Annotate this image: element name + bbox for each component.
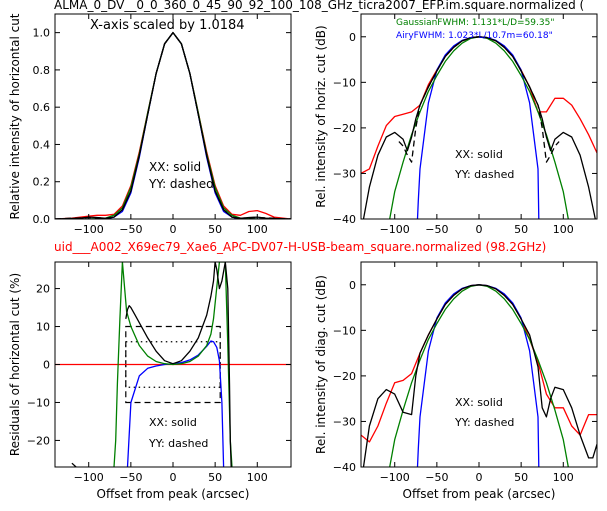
x-tick-label: 100 <box>247 223 268 236</box>
x-tick-label: 50 <box>208 471 222 484</box>
chart-annotation: XX: solid <box>455 148 503 161</box>
y-tick-label: −10 <box>333 324 356 337</box>
series-group <box>55 262 291 467</box>
x-tick-label: −100 <box>380 223 410 236</box>
y-tick-label: −40 <box>333 461 356 474</box>
x-tick-label: 50 <box>208 223 222 236</box>
chart-annotation: X-axis scaled by 1.0184 <box>90 18 245 33</box>
series-group <box>55 31 291 219</box>
figure-subtitle: uid___A002_X69ec79_Xae6_APC-DV07-H-USB-b… <box>54 240 546 254</box>
x-tick-label: −50 <box>119 471 142 484</box>
series-group <box>361 284 597 467</box>
x-tick-label: −50 <box>119 223 142 236</box>
x-tick-label: 100 <box>553 223 574 236</box>
series-line-4 <box>71 462 77 467</box>
series-line-4 <box>398 36 560 163</box>
series-line-2 <box>389 36 569 219</box>
series-line-3 <box>362 36 596 219</box>
y-tick-label: 0.2 <box>33 176 51 189</box>
series-line-4 <box>55 31 291 219</box>
y-tick-label: 0.8 <box>33 64 51 77</box>
series-line-1 <box>126 340 225 467</box>
series-line-1 <box>416 284 540 467</box>
x-axis-label: Offset from peak (arcsec) <box>97 487 250 501</box>
x-tick-label: 50 <box>514 223 528 236</box>
y-tick-label: −40 <box>333 213 356 226</box>
y-tick-label: −10 <box>27 396 50 409</box>
y-tick-label: 0 <box>43 359 50 372</box>
y-tick-label: −20 <box>27 434 50 447</box>
chart-annotation: YY: dashed <box>454 168 514 181</box>
y-tick-label: 0.0 <box>33 213 51 226</box>
x-tick-label: 100 <box>247 471 268 484</box>
y-tick-label: 0 <box>349 31 356 44</box>
y-tick-label: 0 <box>349 279 356 292</box>
chart-annotation: XX: solid <box>149 160 201 174</box>
chart-annotation: YY: dashed <box>148 437 208 450</box>
y-tick-label: −20 <box>333 370 356 383</box>
x-axis-label: Offset from peak (arcsec) <box>403 487 556 501</box>
series-line-2 <box>55 31 291 219</box>
chart-annotation: AiryFWHM: 1.023*L/10.7m=60.18" <box>396 31 553 41</box>
y-tick-label: −10 <box>333 76 356 89</box>
panel-top-left: −100 −50 0 50 100 0.0 0.2 0.4 0.6 0.8 1.0 Relative … <box>8 13 292 236</box>
y-axis-label: Rel. intensity of horiz. cut (dB) <box>314 25 328 207</box>
x-tick-label: 0 <box>476 223 483 236</box>
chart-annotation: XX: solid <box>149 416 197 429</box>
y-axis-label: Rel. intensity of diag. cut (dB) <box>314 275 328 454</box>
x-tick-label: −100 <box>74 223 104 236</box>
y-tick-label: −30 <box>333 415 356 428</box>
y-tick-label: 20 <box>36 283 50 296</box>
chart-annotation: YY: dashed <box>148 177 214 191</box>
x-tick-label: −100 <box>74 471 104 484</box>
x-tick-label: 100 <box>553 471 574 484</box>
chart-panels: −100 −50 0 50 1000.00.20.40.60.81.0Relative … <box>8 13 598 501</box>
figure-title: ALMA_0_DV__0_0_360_0_45_90_92_100_108_GH… <box>54 0 584 12</box>
y-axis-label: Residuals of horizontal cut (%) <box>8 273 22 456</box>
series-line-3 <box>362 284 597 467</box>
x-tick-label: −50 <box>425 223 448 236</box>
y-tick-label: 0.6 <box>33 101 51 114</box>
series-group <box>361 36 597 219</box>
series-line-1 <box>416 36 540 219</box>
y-tick-label: 10 <box>36 321 50 334</box>
y-tick-label: 0.4 <box>33 138 51 151</box>
x-tick-label: −50 <box>425 471 448 484</box>
x-tick-label: 0 <box>476 471 483 484</box>
chart-annotation: XX: solid <box>455 396 503 409</box>
chart-annotation: YY: dashed <box>454 416 514 429</box>
series-line-2 <box>113 262 233 467</box>
y-tick-label: 1.0 <box>33 27 51 40</box>
y-axis-label: Relative intensity of horizontal cut <box>8 13 22 219</box>
series-line-3 <box>55 31 291 219</box>
chart-annotation: GaussianFWHM: 1.131*L/D=59.35" <box>396 18 554 28</box>
y-tick-label: −30 <box>333 167 356 180</box>
x-tick-label: 0 <box>170 471 177 484</box>
y-tick-label: −20 <box>333 122 356 135</box>
x-tick-label: 50 <box>514 471 528 484</box>
series-line-3 <box>125 262 232 467</box>
series-line-1 <box>55 31 291 219</box>
plot-frame <box>360 261 598 468</box>
series-line-0 <box>55 31 291 219</box>
x-tick-label: −100 <box>380 471 410 484</box>
x-tick-label: 0 <box>170 223 177 236</box>
